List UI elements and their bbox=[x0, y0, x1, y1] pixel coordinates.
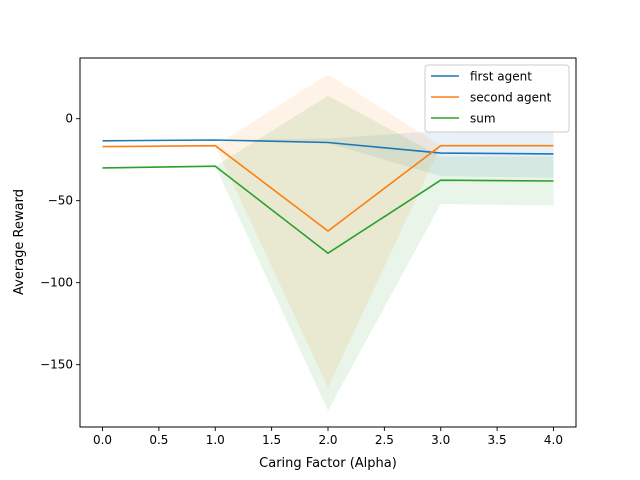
x-tick-label: 0.0 bbox=[93, 433, 112, 447]
x-tick-label: 2.0 bbox=[318, 433, 337, 447]
x-tick-label: 1.0 bbox=[206, 433, 225, 447]
x-tick-label: 4.0 bbox=[544, 433, 563, 447]
line-series-1 bbox=[102, 144, 554, 232]
x-tick-label: 3.0 bbox=[431, 433, 450, 447]
line-series-2 bbox=[102, 165, 554, 254]
legend-box bbox=[424, 64, 570, 133]
y-axis-label: Average Reward bbox=[12, 189, 27, 295]
y-tick-label: −150 bbox=[40, 358, 73, 372]
x-axis-label: Caring Factor (Alpha) bbox=[259, 456, 397, 471]
legend-label-0: first agent bbox=[470, 70, 532, 84]
band-series-0 bbox=[102, 130, 554, 178]
series-lines bbox=[102, 139, 554, 254]
x-tick-label: 2.5 bbox=[375, 433, 394, 447]
legend-label-2: sum bbox=[470, 112, 496, 126]
line-series-0 bbox=[102, 139, 554, 155]
y-tick-label: −100 bbox=[40, 276, 73, 290]
y-tick-label: −50 bbox=[48, 194, 73, 208]
y-axis-ticks: 0 −50 −100 −150 bbox=[40, 112, 80, 372]
x-tick-label: 1.5 bbox=[262, 433, 281, 447]
x-tick-label: 0.5 bbox=[149, 433, 168, 447]
x-tick-label: 3.5 bbox=[488, 433, 507, 447]
x-axis-ticks: 0.0 0.5 1.0 1.5 2.0 2.5 3.0 3.5 4.0 bbox=[93, 427, 563, 447]
y-tick-label: 0 bbox=[65, 112, 73, 126]
legend: first agent second agent sum bbox=[424, 64, 570, 133]
legend-label-1: second agent bbox=[470, 91, 552, 105]
